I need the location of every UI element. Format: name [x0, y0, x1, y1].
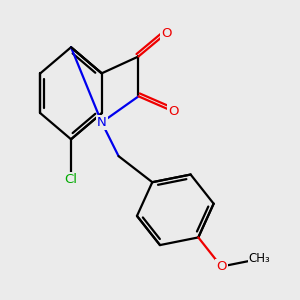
- Text: O: O: [216, 260, 226, 273]
- Text: O: O: [169, 105, 179, 118]
- Text: Cl: Cl: [64, 172, 77, 186]
- Text: N: N: [97, 116, 106, 129]
- Text: CH₃: CH₃: [249, 252, 271, 266]
- Text: O: O: [161, 27, 171, 40]
